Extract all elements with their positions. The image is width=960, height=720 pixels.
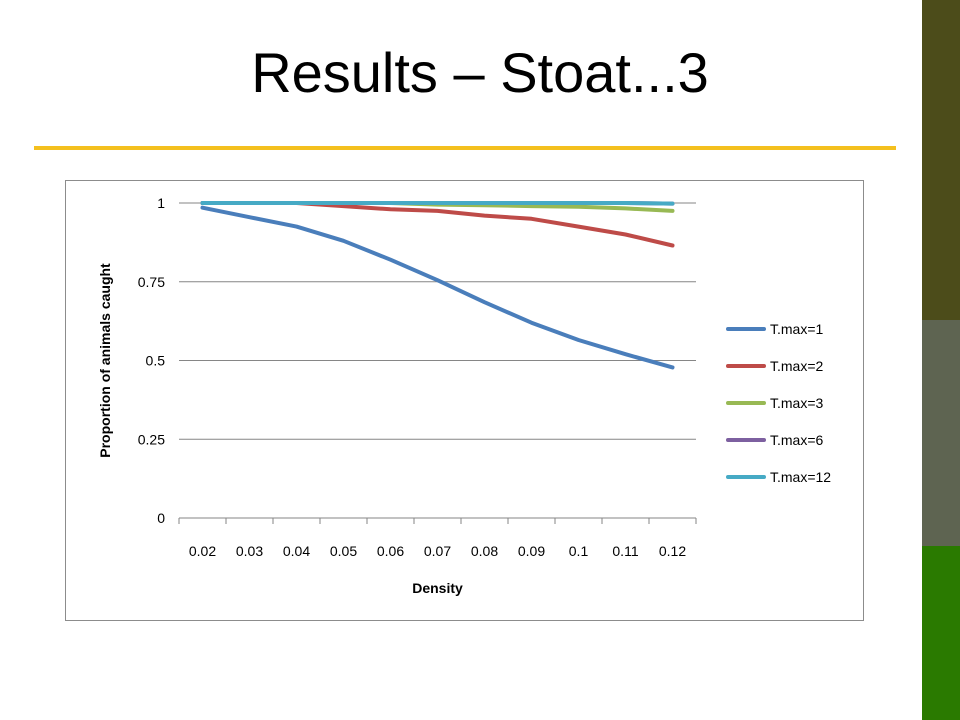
x-tick-label: 0.11	[612, 543, 638, 559]
x-axis-title: Density	[412, 580, 463, 596]
legend-label: T.max=1	[770, 321, 824, 337]
y-tick-label: 1	[157, 195, 165, 211]
line-chart: 0 0.25 0.5 0.75 1 0.02 0.03 0.04 0.05 0.06 0.07 0.0…	[97, 195, 831, 596]
slide-title: Results – Stoat...3	[251, 41, 709, 104]
legend-label: T.max=2	[770, 358, 824, 374]
x-tick-label: 0.1	[569, 543, 589, 559]
legend-label: T.max=6	[770, 432, 824, 448]
x-tick-label: 0.12	[659, 543, 686, 559]
x-tick-label: 0.09	[518, 543, 545, 559]
x-tick-label: 0.05	[330, 543, 357, 559]
side-band-bottom	[922, 546, 960, 720]
x-tick-label: 0.04	[283, 543, 310, 559]
legend-label: T.max=3	[770, 395, 824, 411]
x-tick-label: 0.03	[236, 543, 263, 559]
side-band-top	[922, 0, 960, 320]
chart-area: 0 0.25 0.5 0.75 1 0.02 0.03 0.04 0.05 0.06 0.07 0.0…	[65, 180, 864, 621]
x-tick-label: 0.07	[424, 543, 451, 559]
series-line	[200, 201, 675, 206]
series-line	[200, 205, 675, 370]
side-band-middle	[922, 320, 960, 546]
y-axis-title: Proportion of animals caught	[97, 263, 113, 458]
y-tick-label: 0.75	[138, 274, 165, 290]
y-tick-label: 0.25	[138, 431, 165, 447]
title-rule	[34, 146, 896, 150]
x-tick-label: 0.02	[189, 543, 216, 559]
x-tick-label: 0.06	[377, 543, 404, 559]
legend-label: T.max=12	[770, 469, 831, 485]
y-tick-label: 0	[157, 510, 165, 526]
x-tick-label: 0.08	[471, 543, 498, 559]
y-tick-label: 0.5	[146, 353, 166, 369]
